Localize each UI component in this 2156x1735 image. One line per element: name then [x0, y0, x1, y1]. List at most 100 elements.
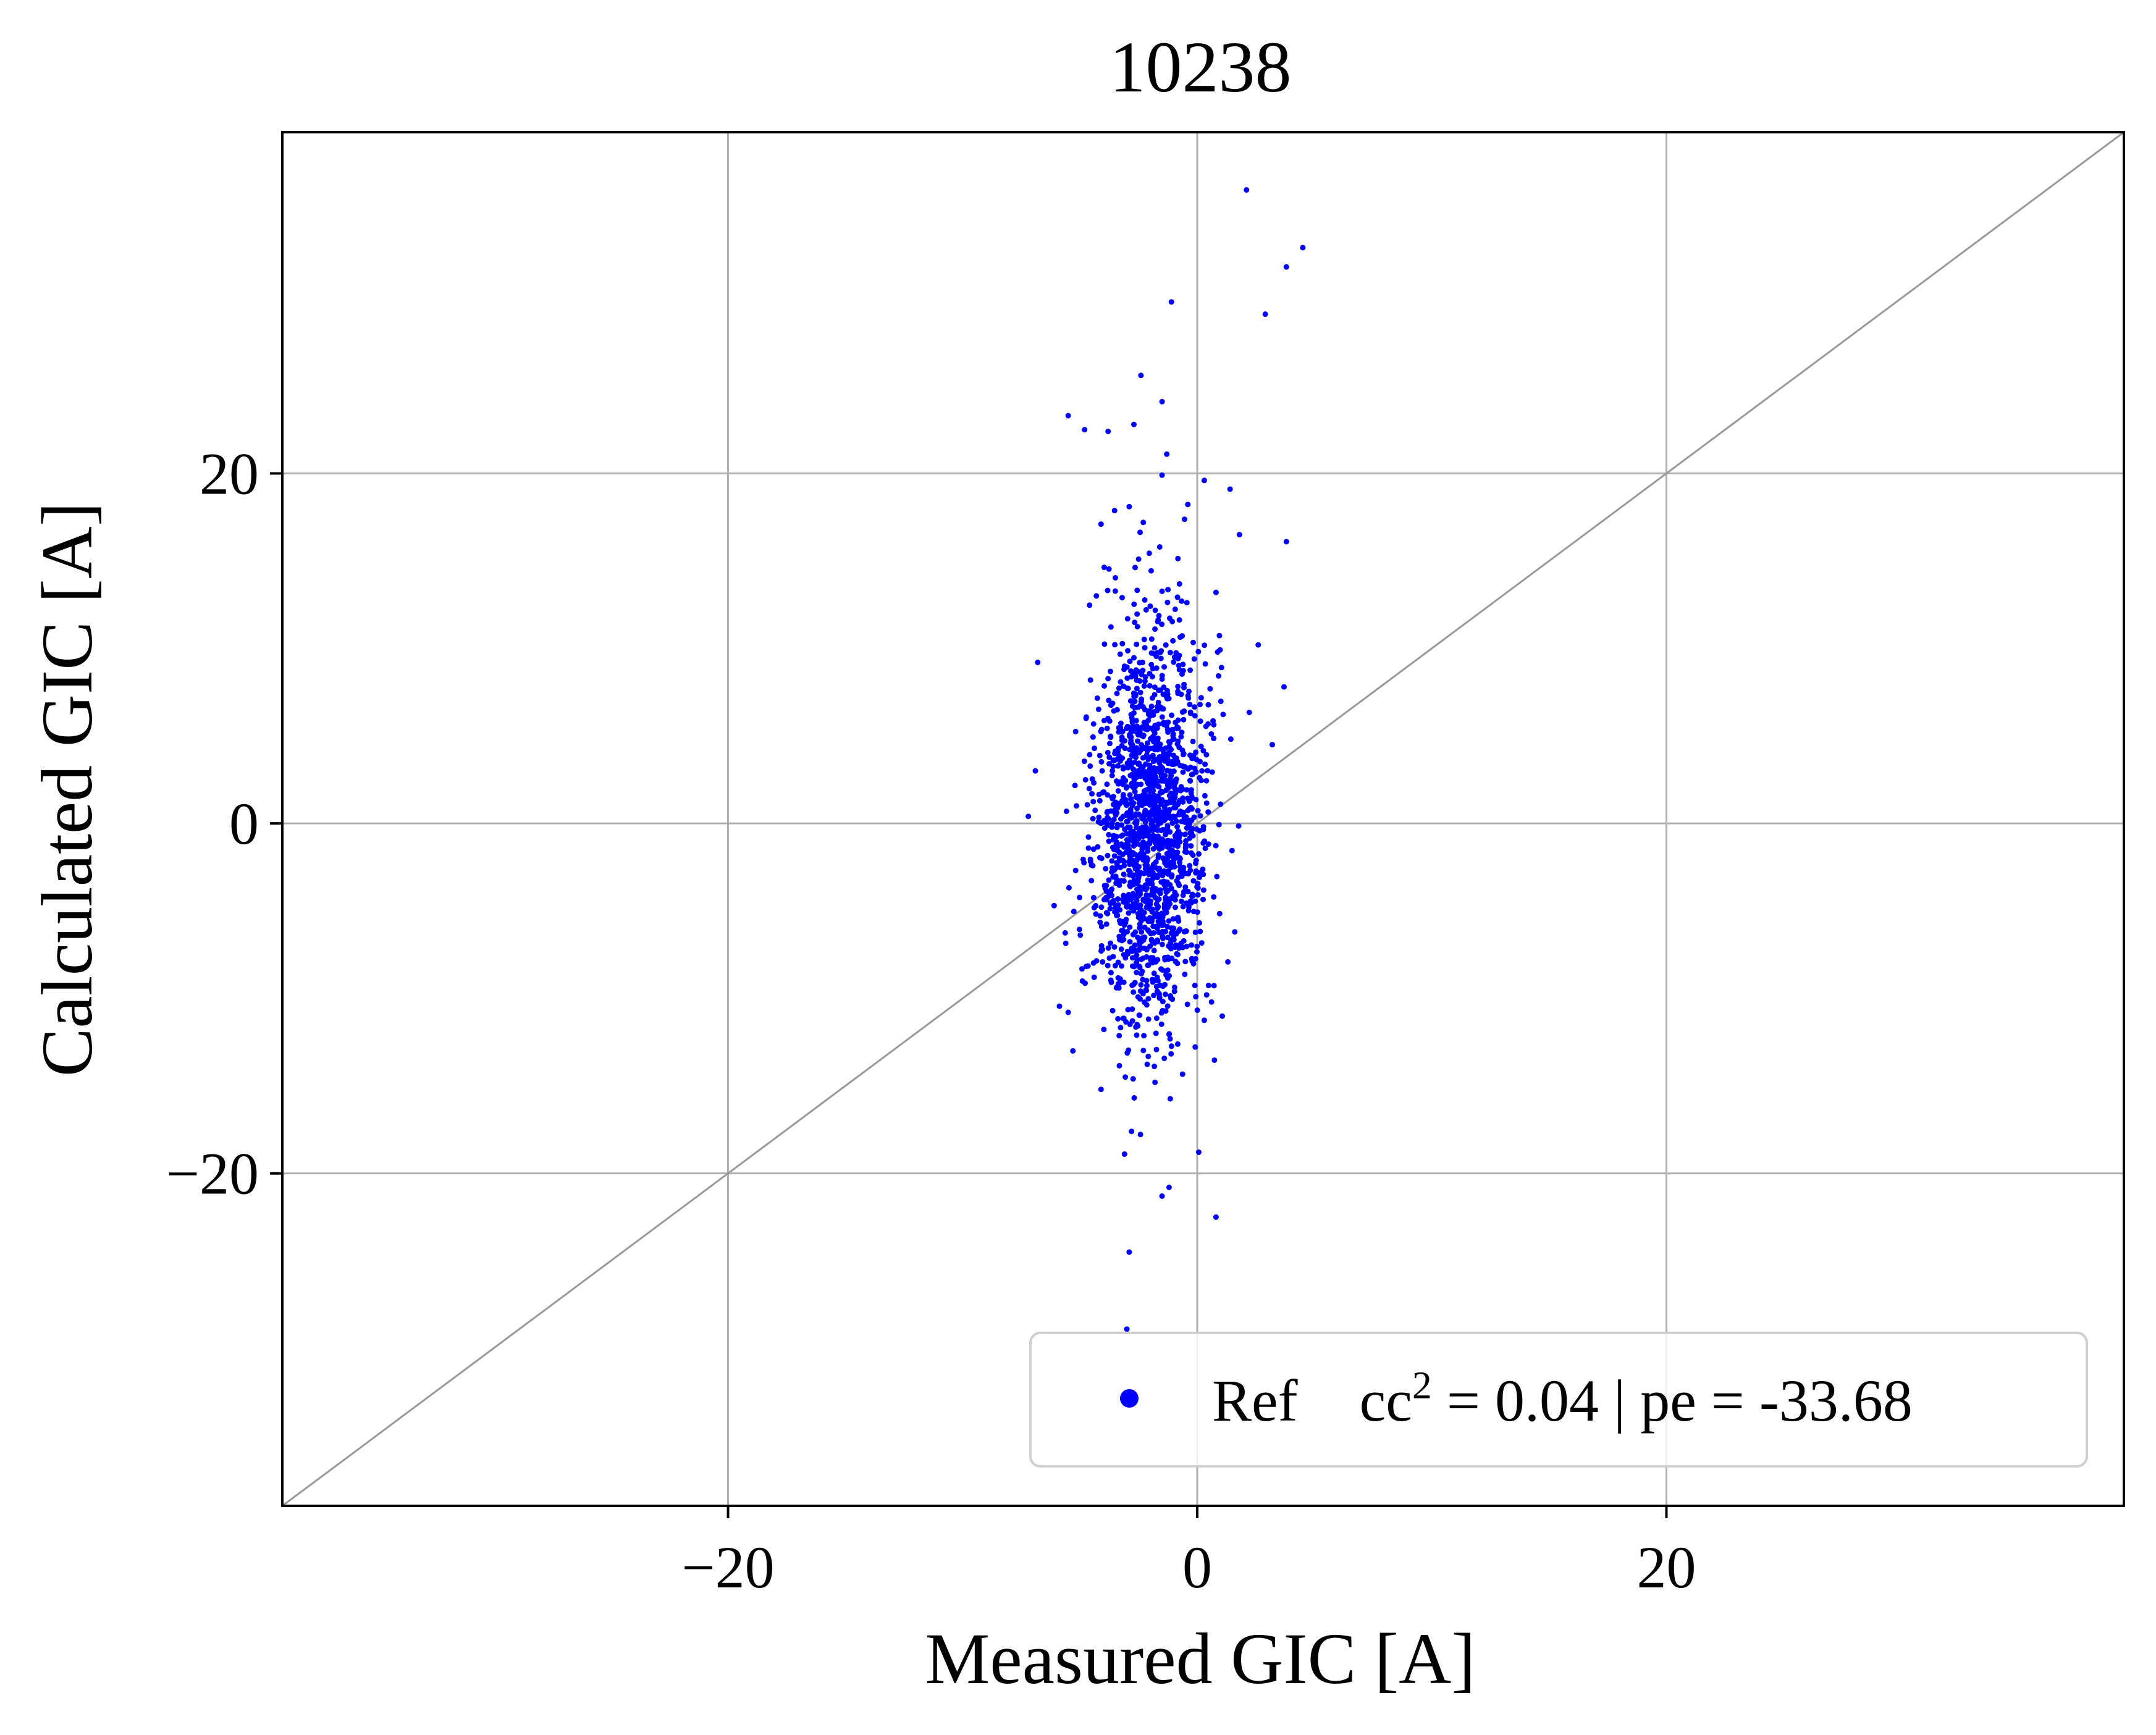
data-point: [1179, 786, 1185, 792]
data-point: [1122, 1074, 1129, 1080]
data-point: [1119, 963, 1125, 969]
data-point: [1214, 873, 1220, 880]
data-point: [1118, 864, 1124, 870]
data-point: [1131, 1094, 1137, 1101]
plot-frame: [281, 131, 2125, 1507]
data-point: [1185, 870, 1192, 876]
data-point: [1137, 852, 1143, 858]
data-point: [1218, 698, 1224, 704]
data-point: [1132, 929, 1139, 935]
data-point: [1079, 966, 1085, 972]
data-point: [1281, 684, 1287, 690]
data-point: [1158, 827, 1164, 833]
data-point: [1114, 912, 1120, 918]
data-point: [1092, 746, 1098, 752]
data-point: [1159, 941, 1165, 947]
data-point: [1129, 896, 1135, 902]
data-point: [1187, 898, 1194, 904]
data-point: [1152, 607, 1158, 613]
data-point: [1194, 949, 1200, 955]
data-point: [1137, 988, 1143, 994]
data-point: [1114, 984, 1120, 990]
data-point: [1176, 581, 1182, 587]
data-point: [1105, 715, 1111, 721]
data-point: [1141, 683, 1147, 689]
data-point: [1084, 802, 1090, 808]
data-point: [1182, 763, 1188, 770]
data-point: [1176, 928, 1182, 934]
data-point: [1201, 477, 1207, 484]
data-point: [1115, 1015, 1121, 1022]
data-point: [1197, 718, 1203, 725]
data-point: [1140, 659, 1146, 665]
data-point: [1211, 894, 1217, 900]
data-point: [1134, 587, 1140, 594]
data-point: [1142, 678, 1148, 684]
data-point: [1117, 976, 1123, 982]
data-point: [1211, 736, 1217, 742]
data-point: [1187, 667, 1194, 673]
data-point: [1081, 758, 1087, 764]
data-point: [1091, 779, 1097, 786]
data-point: [1182, 959, 1189, 965]
data-point: [1146, 872, 1152, 878]
data-point: [1145, 810, 1151, 816]
x-axis-label: Measured GIC [A]: [925, 1618, 1475, 1699]
data-point: [1180, 769, 1186, 775]
data-point: [1138, 915, 1144, 921]
data-point: [1180, 795, 1186, 801]
data-point: [1205, 768, 1211, 774]
data-point: [1082, 427, 1088, 433]
data-point: [1122, 746, 1128, 752]
legend-marker-ref: [1120, 1389, 1139, 1408]
data-point: [1137, 1132, 1143, 1138]
data-point: [1168, 299, 1174, 305]
data-point: [1114, 691, 1120, 697]
data-point: [1111, 833, 1117, 839]
data-point: [1232, 929, 1238, 935]
data-point: [1192, 982, 1198, 988]
data-point: [1094, 695, 1100, 701]
data-point: [1119, 832, 1126, 838]
data-point: [1194, 1007, 1200, 1014]
data-point: [1141, 720, 1147, 726]
data-point: [1205, 982, 1211, 988]
data-point: [1211, 1057, 1218, 1063]
data-point: [1198, 744, 1204, 750]
data-point: [1147, 898, 1153, 904]
data-point: [1156, 914, 1162, 920]
data-point: [1082, 980, 1089, 986]
data-point: [1111, 801, 1117, 807]
data-point: [1134, 641, 1140, 647]
data-point: [1134, 868, 1140, 875]
data-point: [1179, 729, 1185, 736]
data-point: [1108, 624, 1114, 630]
data-point: [1086, 786, 1092, 792]
data-point: [1100, 789, 1106, 796]
data-point: [1175, 655, 1181, 662]
data-point: [1152, 626, 1158, 632]
data-point: [1120, 813, 1126, 820]
data-point: [1117, 907, 1123, 913]
data-point: [1197, 928, 1203, 935]
data-point: [1102, 885, 1108, 891]
data-point: [1170, 916, 1176, 922]
data-point: [1105, 792, 1111, 798]
data-point: [1107, 668, 1113, 674]
data-point: [1109, 858, 1115, 864]
data-point: [1118, 720, 1124, 726]
data-point: [1195, 880, 1201, 886]
data-point: [1202, 642, 1208, 649]
data-point: [1089, 878, 1095, 884]
data-point: [1128, 812, 1134, 818]
data-point: [1193, 797, 1199, 803]
data-point: [1063, 940, 1069, 946]
data-point: [1180, 904, 1186, 910]
data-point: [1158, 655, 1164, 662]
data-point: [1138, 702, 1144, 708]
data-point: [1147, 788, 1153, 794]
data-point: [1121, 871, 1127, 877]
reference-diagonal-line: [282, 131, 2124, 1507]
data-point: [1176, 828, 1182, 834]
data-point: [1129, 1006, 1135, 1012]
